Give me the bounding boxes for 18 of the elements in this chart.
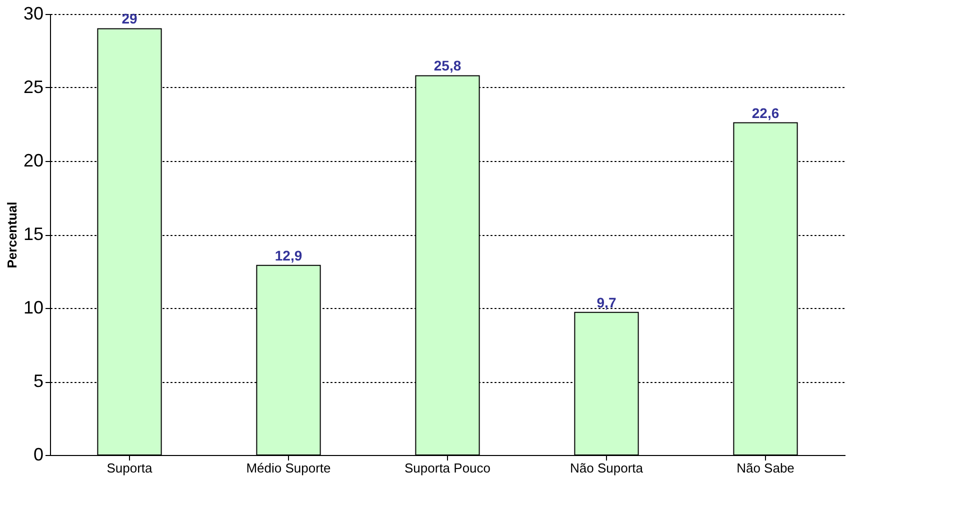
data-label: 9,7	[596, 294, 616, 310]
y-tick-label: 0	[33, 444, 44, 464]
x-tick-label: Não Suporta	[570, 460, 644, 476]
data-label: 22,6	[752, 104, 780, 121]
y-tick-label: 5	[33, 371, 44, 391]
y-tick-label: 20	[23, 150, 44, 170]
x-tick-label: Suporta	[106, 460, 154, 476]
y-tick-label: 10	[23, 298, 44, 318]
y-tick-label: 30	[23, 4, 44, 24]
y-tick-label: 15	[23, 224, 44, 244]
x-tick-label: Médio Suporte	[246, 460, 331, 476]
data-label: 12,9	[274, 247, 302, 264]
data-label: 29	[122, 10, 138, 27]
y-tick-label: 25	[23, 77, 44, 97]
x-tick-label: Suporta Pouco	[404, 460, 491, 476]
y-axis-title: Percentual	[4, 202, 20, 268]
x-tick-label: Não Sabe	[736, 460, 794, 476]
data-label: 25,8	[434, 58, 462, 74]
